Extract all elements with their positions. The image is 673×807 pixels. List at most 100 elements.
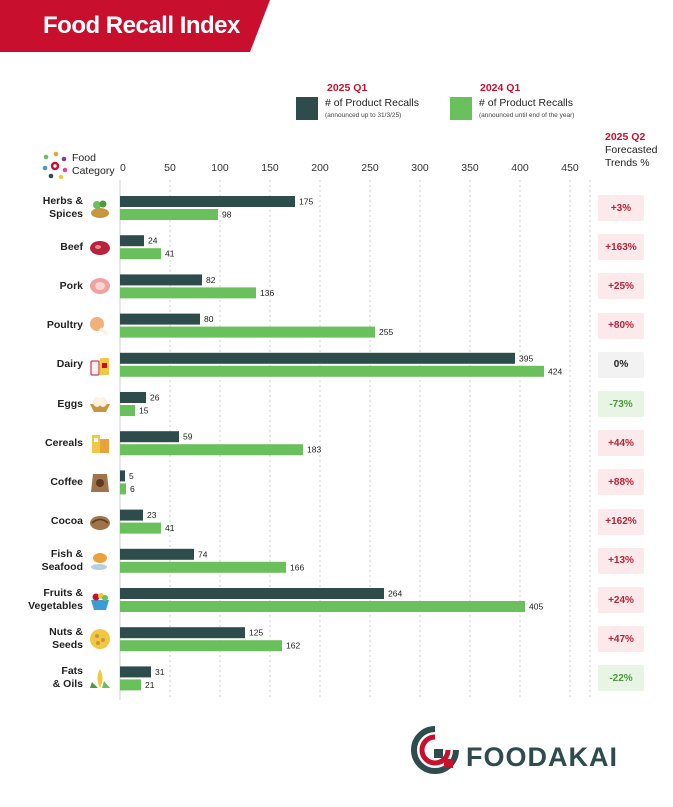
category-label-line: Pork <box>59 279 83 292</box>
x-tick-label: 250 <box>361 162 379 174</box>
bar-2025 <box>120 431 179 443</box>
forecast-value: +88% <box>598 469 644 496</box>
category-label: Pork <box>60 280 83 293</box>
category-label-line: Cocoa <box>50 515 83 528</box>
category-label: Herbs & Spices <box>43 195 83 221</box>
data-label: 395 <box>519 353 533 363</box>
category-label-line: Seeds <box>52 639 83 652</box>
pork-icon <box>88 274 112 298</box>
category-label: Fats & Oils <box>53 665 83 691</box>
category-label: Cocoa <box>51 515 83 528</box>
category-label-line: Fruits & <box>43 587 83 599</box>
bar-2024 <box>120 522 161 534</box>
poultry-icon <box>88 314 112 338</box>
category-label: Eggs <box>57 398 83 411</box>
data-label: 264 <box>388 589 402 599</box>
forecast-value: +25% <box>598 273 644 300</box>
nuts-seeds-icon <box>88 627 112 651</box>
data-label: 125 <box>249 628 263 638</box>
legend-year-2025: 2025 Q1 <box>327 82 368 94</box>
coffee-icon <box>88 470 112 494</box>
eggs-icon <box>88 392 112 416</box>
bar-2024 <box>120 561 286 573</box>
fats-oils-icon <box>88 666 112 690</box>
bar-2025 <box>120 196 295 207</box>
data-label: 166 <box>290 562 304 572</box>
bar-2025 <box>120 548 194 560</box>
forecast-value: 0% <box>598 351 644 378</box>
bar-2024 <box>120 601 525 612</box>
category-label-line: Fats <box>61 665 83 678</box>
category-label-line: Poultry <box>46 319 83 332</box>
bar-2024 <box>120 209 218 220</box>
cereals-icon <box>88 431 112 455</box>
forecast-value: +163% <box>598 234 644 261</box>
category-label-line: Spices <box>49 208 83 220</box>
data-label: 41 <box>165 523 175 533</box>
forecast-value: +13% <box>598 547 644 574</box>
legend-swatch-2025 <box>296 97 318 120</box>
data-label: 82 <box>206 275 216 285</box>
forecast-value: +24% <box>598 587 644 613</box>
category-label: Nuts & Seeds <box>49 626 83 652</box>
x-tick-label: 200 <box>311 162 329 174</box>
category-label: Coffee <box>50 476 83 489</box>
data-label: 24 <box>148 236 158 246</box>
brand-name: FOODAKAI <box>466 742 618 772</box>
forecast-value: +47% <box>598 626 644 653</box>
category-label-line: Vegetables <box>28 600 83 612</box>
foodakai-logo-icon <box>411 726 459 774</box>
bar-2025 <box>120 666 151 678</box>
x-tick-label: 50 <box>164 162 176 174</box>
category-label-line: Coffee <box>50 475 83 488</box>
data-label: 31 <box>155 667 165 677</box>
forecast-value: +162% <box>598 508 644 535</box>
category-label-line: Seafood <box>41 560 83 573</box>
bar-2024 <box>120 365 544 377</box>
bar-2025 <box>120 627 245 639</box>
category-label: Beef <box>60 241 83 254</box>
bar-2025 <box>120 274 202 286</box>
x-tick-label: 350 <box>461 162 479 174</box>
data-label: 59 <box>183 432 193 442</box>
category-label: Cereals <box>45 437 83 450</box>
data-label: 74 <box>198 549 208 559</box>
dairy-icon <box>88 353 112 377</box>
legend-label-2025: # of Product Recalls <box>325 97 419 109</box>
data-label: 175 <box>299 197 313 207</box>
category-label-line: Fish & <box>50 547 83 560</box>
bar-2025 <box>120 470 125 482</box>
category-label: Fish & Seafood <box>42 548 83 574</box>
data-label: 162 <box>286 641 300 651</box>
data-label: 15 <box>139 406 149 416</box>
bar-2025 <box>120 588 384 599</box>
category-label: Dairy <box>57 358 83 371</box>
data-label: 136 <box>260 288 274 298</box>
bar-2024 <box>120 679 141 691</box>
data-label: 405 <box>529 602 543 612</box>
data-label: 23 <box>147 510 157 520</box>
x-tick-label: 0 <box>120 162 126 174</box>
x-tick-label: 150 <box>261 162 279 174</box>
forecast-header-year: 2025 Q2 <box>605 131 646 143</box>
forecast-header-line2: Trends % <box>605 157 650 169</box>
forecast-header: 2025 Q2 Forecasted Trends % <box>605 131 665 170</box>
category-header-line1: Food <box>72 152 96 164</box>
bar-2025 <box>120 509 143 521</box>
x-tick-label: 300 <box>411 162 429 174</box>
data-label: 5 <box>129 471 134 481</box>
fish-seafood-icon <box>88 549 112 573</box>
data-label: 183 <box>307 445 321 455</box>
data-label: 6 <box>130 484 135 494</box>
bar-2024 <box>120 248 161 260</box>
data-label: 424 <box>548 366 562 376</box>
bar-2024 <box>120 326 375 338</box>
forecast-value: +80% <box>598 312 644 339</box>
data-label: 98 <box>222 210 232 220</box>
category-label-line: Eggs <box>57 397 83 410</box>
category-label-line: Beef <box>60 240 83 253</box>
bar-2024 <box>120 444 303 456</box>
category-label: Fruits & Vegetables <box>28 587 83 613</box>
herbs-spices-icon <box>88 196 112 220</box>
